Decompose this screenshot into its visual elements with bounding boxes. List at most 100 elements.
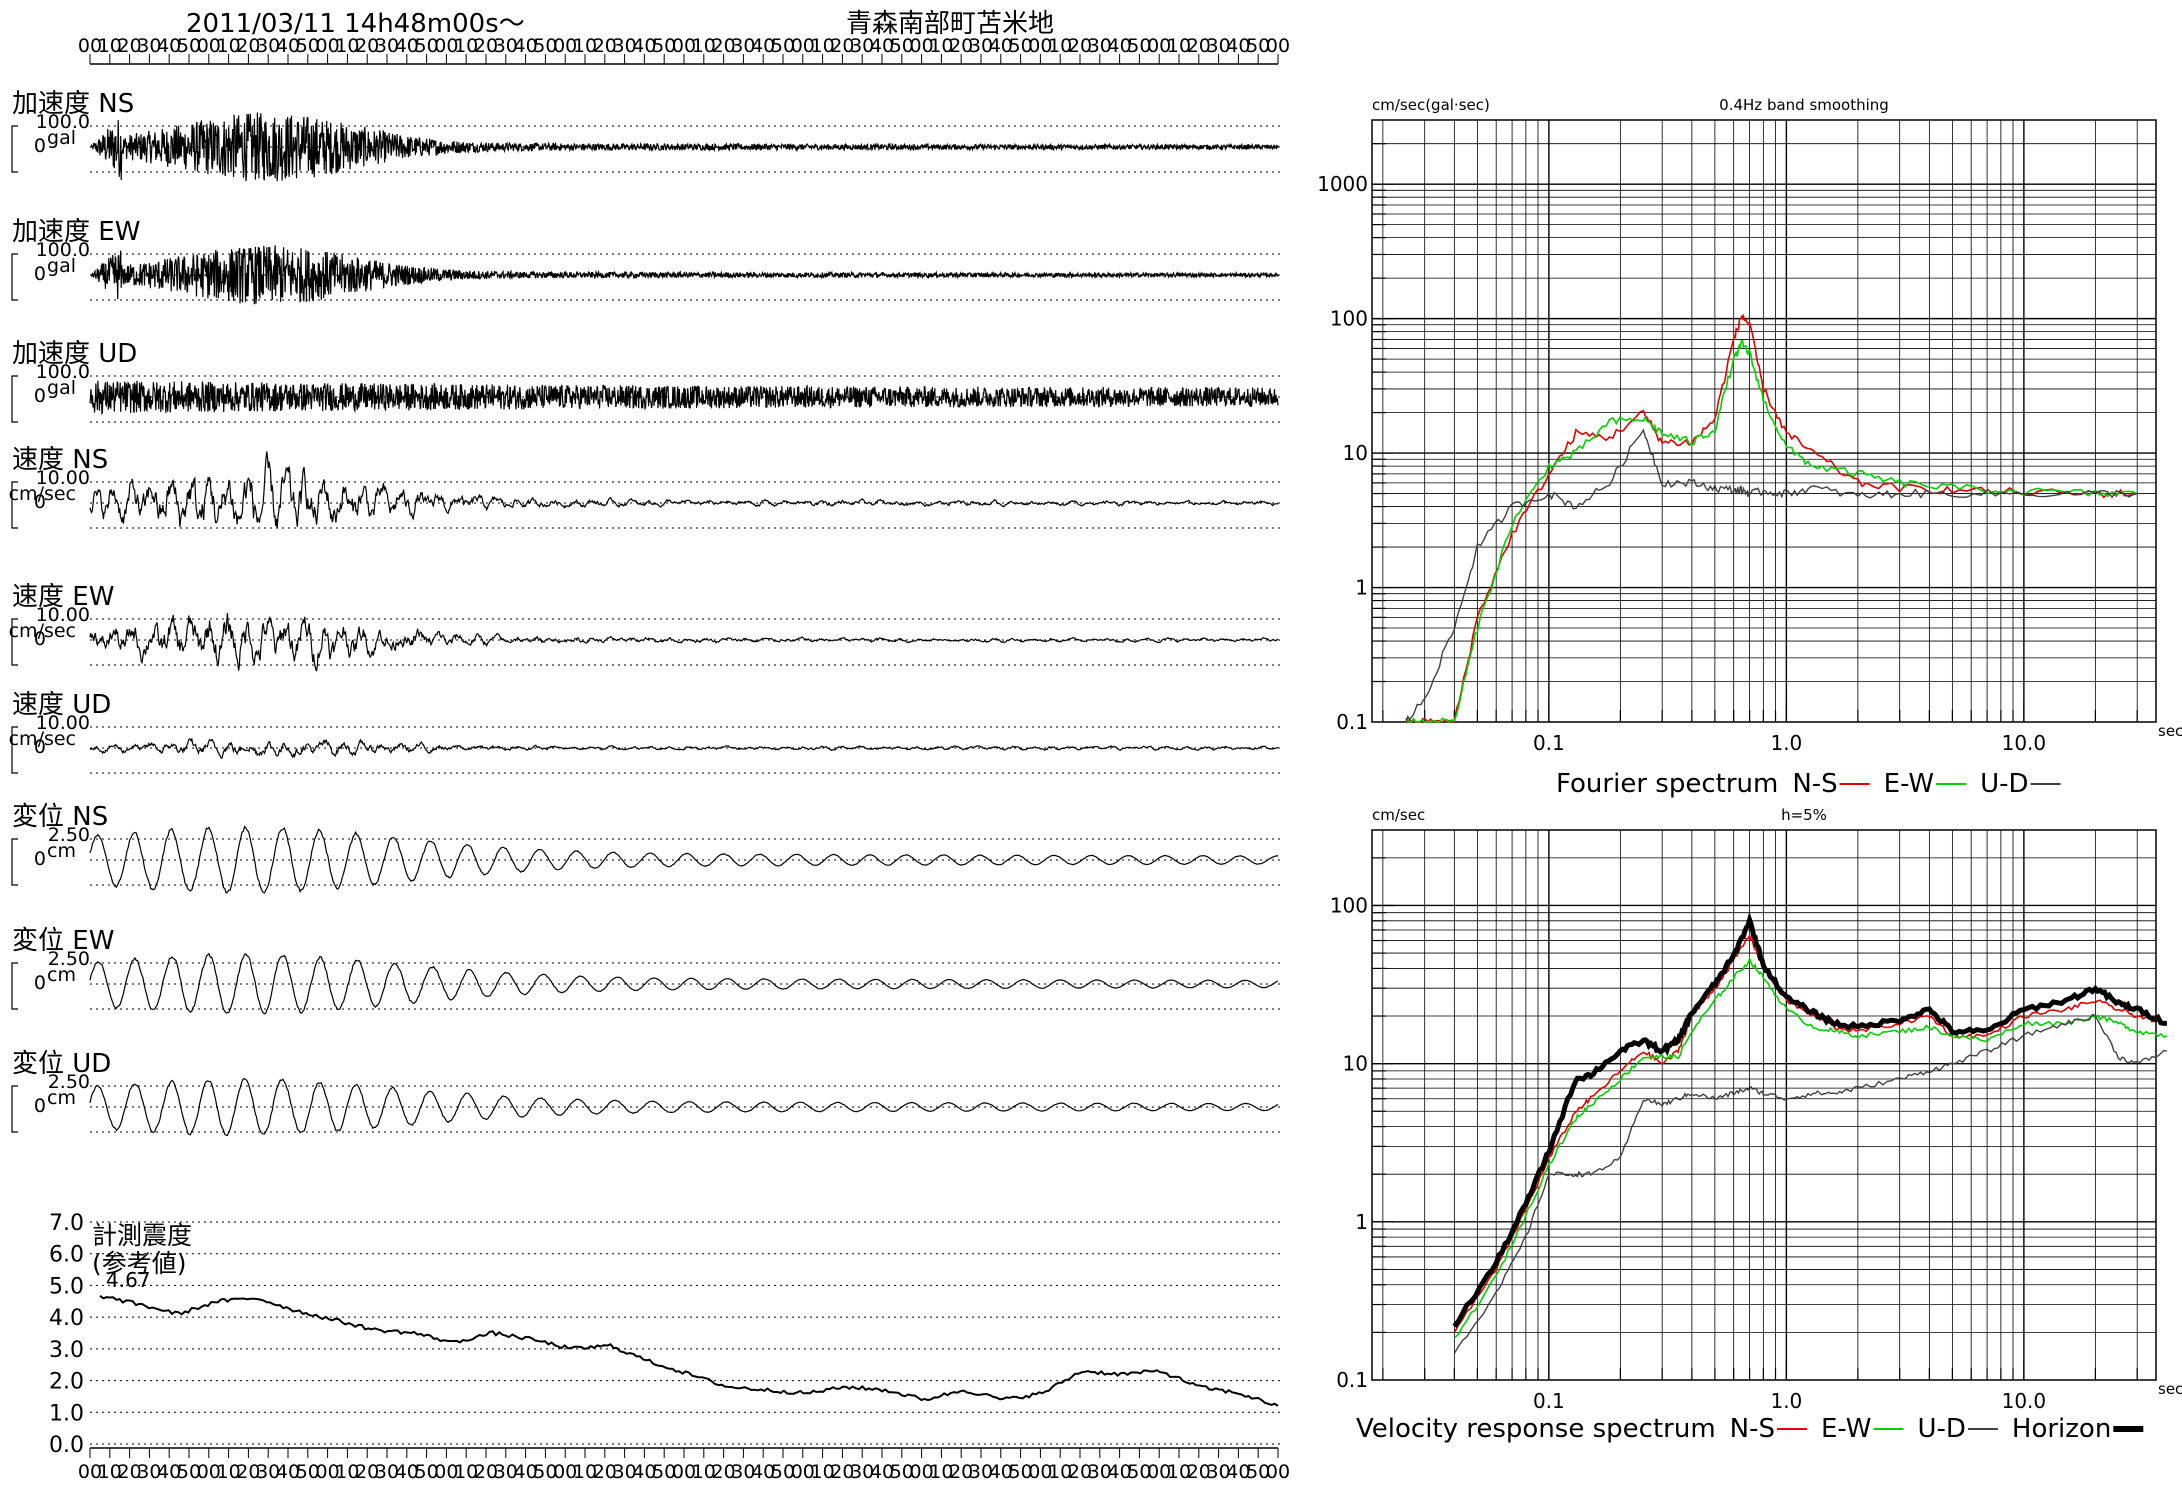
bottom-time-tick-label: 30 xyxy=(137,1461,161,1483)
top-time-tick-label: 20 xyxy=(712,35,736,57)
top-time-tick-label: 10 xyxy=(98,35,122,57)
series-horizon xyxy=(1452,911,2167,1328)
bottom-time-tick-label: 10 xyxy=(811,1461,835,1483)
y-tick-label: 100 xyxy=(1330,893,1368,917)
bottom-time-tick-label: 50 xyxy=(652,1461,676,1483)
trace-zero: 0 xyxy=(34,491,46,513)
legend: Velocity response spectrum N-S E-W U-D Horiz… xyxy=(1356,1414,2144,1444)
top-time-tick-label: 10 xyxy=(929,35,953,57)
top-time-tick-label: 50 xyxy=(1127,35,1151,57)
top-time-tick-label: 00 xyxy=(316,35,340,57)
intensity-tick: 1.0 xyxy=(49,1401,84,1426)
trace-unit: cm/sec xyxy=(9,728,76,750)
top-time-tick-label: 10 xyxy=(454,35,478,57)
trace-bracket xyxy=(11,375,18,423)
top-time-tick-label: 40 xyxy=(989,35,1013,57)
trace-zero: 0 xyxy=(34,628,46,650)
top-time-tick-label: 30 xyxy=(494,35,518,57)
bottom-time-tick-label: 10 xyxy=(98,1461,122,1483)
waveform-line xyxy=(89,380,1279,416)
intensity-tick: 3.0 xyxy=(49,1338,84,1363)
bottom-time-tick-label: 00 xyxy=(1147,1461,1171,1483)
legend-title: Fourier spectrum xyxy=(1556,769,1778,799)
top-time-tick-label: 20 xyxy=(474,35,498,57)
bottom-time-tick-label: 40 xyxy=(989,1461,1013,1483)
top-time-tick-label: 00 xyxy=(791,35,815,57)
trace-unit: gal xyxy=(47,127,76,149)
top-time-tick-label: 00 xyxy=(197,35,221,57)
bottom-time-tick-label: 00 xyxy=(197,1461,221,1483)
waveform-line xyxy=(90,245,1279,305)
bottom-time-tick-label: 10 xyxy=(692,1461,716,1483)
legend-label: E-W xyxy=(1884,769,1934,799)
trace-unit: cm xyxy=(47,1087,76,1109)
bottom-time-tick-label: 20 xyxy=(474,1461,498,1483)
intensity-chart: 7.0 6.0 5.0 4.0 3.0 2.0 1.0 0.0 計測震度(参考値)4.67 xyxy=(49,1211,1280,1458)
top-time-tick-label: 20 xyxy=(949,35,973,57)
trace-bracket xyxy=(11,618,18,666)
top-time-tick-label: 10 xyxy=(217,35,241,57)
bottom-time-tick-label: 00 xyxy=(910,1461,934,1483)
legend: Fourier spectrum N-S E-W U-D xyxy=(1556,769,2061,799)
station-name: 青森南部町苫米地 xyxy=(846,9,1054,39)
bottom-time-tick-label: 10 xyxy=(929,1461,953,1483)
bottom-time-tick-label: 20 xyxy=(1187,1461,1211,1483)
trace-unit: cm xyxy=(47,840,76,862)
trace-unit: cm xyxy=(47,964,76,986)
top-time-tick-label: 20 xyxy=(118,35,142,57)
waveform-line xyxy=(89,451,1279,529)
trace-bracket xyxy=(11,125,18,173)
bottom-time-tick-label: 30 xyxy=(1207,1461,1231,1483)
bottom-time-tick-label: 50 xyxy=(296,1461,320,1483)
trace-label: 加速度 NS xyxy=(12,89,134,119)
top-time-tick-label: 00 xyxy=(1028,35,1052,57)
x-tick-label: 10.0 xyxy=(2002,1389,2047,1413)
bottom-time-tick-label: 20 xyxy=(949,1461,973,1483)
trace-unit: gal xyxy=(47,377,76,399)
bottom-time-tick-label: 40 xyxy=(395,1461,419,1483)
bottom-time-tick-label: 30 xyxy=(969,1461,993,1483)
legend-title: Velocity response spectrum xyxy=(1356,1414,1716,1444)
plot-frame xyxy=(1371,829,2157,1381)
y-tick-label: 0.1 xyxy=(1336,710,1368,734)
top-time-tick-label: 30 xyxy=(1088,35,1112,57)
x-unit-label: sec xyxy=(2158,722,2182,740)
trace-bracket xyxy=(11,481,18,529)
trace-label: 変位 NS xyxy=(12,802,108,832)
bottom-time-tick-label: 30 xyxy=(850,1461,874,1483)
top-time-tick-label: 40 xyxy=(276,35,300,57)
y-tick-label: 10 xyxy=(1343,441,1368,465)
velocity-response-chart: 0.1 1.0 10.0 sec 100 10 1 0.1 cm/sec h=5% Velocity… xyxy=(1330,806,2182,1444)
chart-note: 0.4Hz band smoothing xyxy=(1719,96,1889,114)
top-time-tick-label: 10 xyxy=(692,35,716,57)
top-time-tick-label: 30 xyxy=(1207,35,1231,57)
top-time-tick-label: 10 xyxy=(573,35,597,57)
top-time-tick-label: 50 xyxy=(177,35,201,57)
top-time-tick-label: 30 xyxy=(256,35,280,57)
bottom-time-tick-label: 40 xyxy=(751,1461,775,1483)
waveform-line xyxy=(89,112,1279,182)
plot-frame xyxy=(1371,119,2157,723)
legend-label: N-S xyxy=(1730,1414,1775,1444)
top-time-tick-label: 40 xyxy=(514,35,538,57)
top-time-tick-label: 20 xyxy=(236,35,260,57)
record-datetime: 2011/03/11 14h48m00s〜 xyxy=(186,9,525,39)
intensity-tick: 7.0 xyxy=(49,1211,84,1236)
bottom-time-tick-label: 00 xyxy=(434,1461,458,1483)
bottom-time-tick-label: 10 xyxy=(573,1461,597,1483)
top-time-tick-label: 00 xyxy=(553,35,577,57)
legend-label: Horizon xyxy=(2012,1414,2111,1444)
series-e-w xyxy=(1453,956,2168,1339)
bottom-time-tick-label: 00 xyxy=(78,1461,102,1483)
bottom-time-tick-label: 10 xyxy=(1167,1461,1191,1483)
bottom-time-tick-label: 40 xyxy=(1226,1461,1250,1483)
y-tick-label: 10 xyxy=(1343,1052,1368,1076)
top-time-tick-label: 40 xyxy=(157,35,181,57)
top-time-tick-label: 10 xyxy=(1167,35,1191,57)
intensity-max: 4.67 xyxy=(106,1268,151,1292)
fourier-spectrum-chart: 0.1 1.0 10.0 sec 1000 100 10 1 0.1 cm/sec(gal·sec… xyxy=(1317,96,2182,799)
